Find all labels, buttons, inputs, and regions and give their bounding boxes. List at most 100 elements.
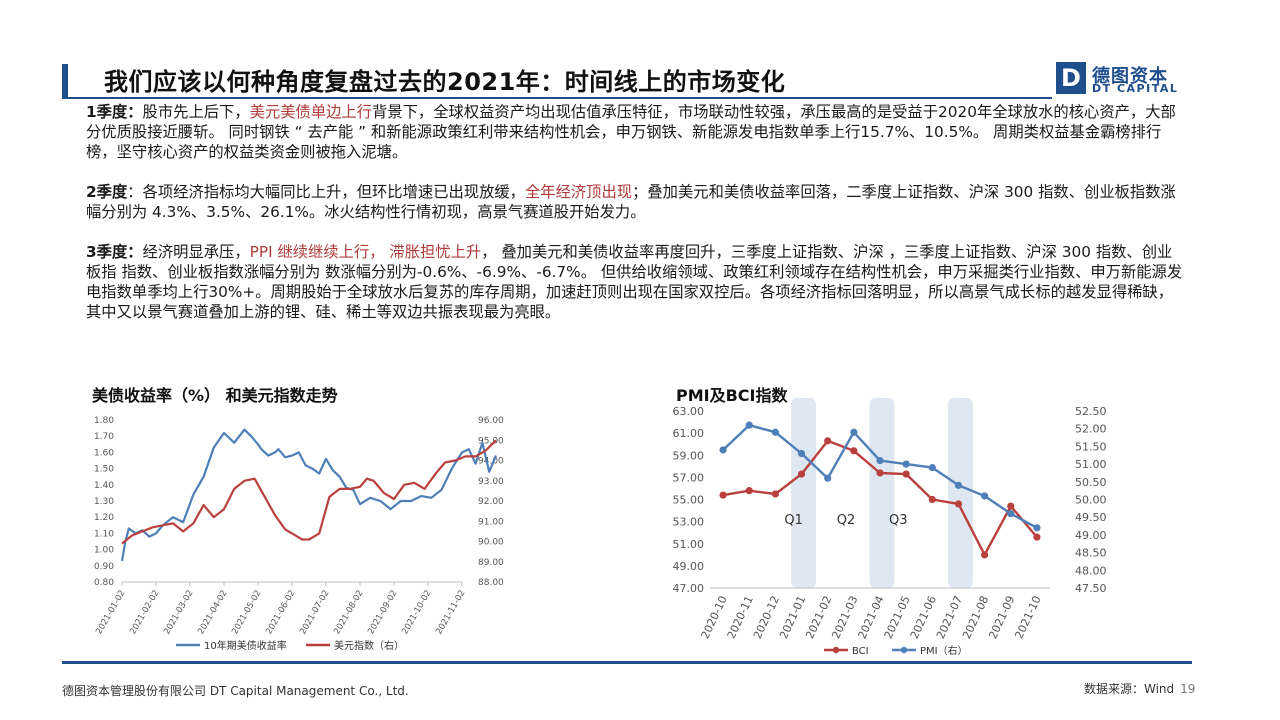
- x-tick-label: 2021-08-02: [332, 589, 365, 637]
- y-right-tick-label: 90.00: [478, 538, 504, 548]
- y-right-tick-label: 52.00: [1075, 423, 1107, 436]
- x-tick-label: 2021-02-02: [128, 589, 161, 637]
- text-segment: 经济明显承压，: [142, 243, 250, 261]
- chart-yield-dollar: 0.80 0.90 1.00 1.10 1.20 1.30 1.40 1.50 1.60 1.70…: [94, 416, 504, 652]
- y-left-tick-label: 57.00: [673, 471, 705, 484]
- logo-mark-icon: D: [1056, 62, 1086, 94]
- y-left-tick-label: 1.30: [94, 497, 114, 507]
- highlight-segment: PPI 继续继续上行， 滞胀担忧上升: [249, 243, 482, 261]
- pmi-point: [1007, 510, 1015, 518]
- y-right-tick-label: 96.00: [478, 416, 504, 426]
- pmi-point: [954, 481, 963, 489]
- text-segment: 背景下，全球权益资产均出现估值承压特征，市场联动性较强，承压最高的是受益于202…: [86, 103, 1176, 161]
- body-text: 1季度：股市先上后下，美元美债单边上行背景下，全球权益资产均出现估值承压特征，市…: [86, 102, 1186, 342]
- pmi-point: [876, 456, 884, 465]
- y-right-tick-label: 50.00: [1075, 494, 1107, 507]
- text-segment: ， 叠加美元和美债收益率再度回升，三季度上证指数、沪深 ，三季度上证指数、沪深 …: [86, 243, 1183, 321]
- paragraph-label: 3季度：: [86, 243, 143, 261]
- y-left-tick-label: 1.00: [94, 546, 114, 556]
- quarter-band: [948, 398, 973, 588]
- page-number: 19: [1180, 682, 1196, 696]
- y-left-tick-label: 1.20: [94, 513, 114, 523]
- x-tick-label: 2021-03-02: [162, 589, 195, 637]
- title-accent-bar: [62, 64, 68, 98]
- y-right-tick-label: 93.00: [478, 477, 504, 487]
- quarter-band-label: Q3: [889, 513, 908, 528]
- quarter-band-label: Q2: [837, 513, 856, 528]
- text-segment: ；叠加美元和美债收益率回落，二季度上证指数、沪深 300 指数、创业板指数涨幅分…: [86, 183, 1176, 221]
- y-left-tick-label: 0.90: [94, 562, 114, 572]
- company-logo: D 德图资本 DT CAPITAL: [1056, 62, 1186, 96]
- y-right-tick-label: 89.00: [478, 558, 504, 568]
- pmi-point: [902, 460, 910, 468]
- legend-label: PMI（右）: [920, 644, 968, 657]
- logo-chinese-name: 德图资本: [1092, 66, 1168, 87]
- x-tick-label: 2021-10-02: [400, 589, 433, 637]
- bci-point: [719, 491, 727, 499]
- y-right-tick-label: 48.00: [1075, 564, 1107, 577]
- highlight-segment: 美元美债单边上行: [249, 103, 373, 121]
- y-left-tick-label: 1.40: [94, 481, 114, 491]
- x-tick-label: 2021-01-02: [94, 589, 127, 637]
- page-title: 我们应该以何种角度复盘过去的2021年：时间线上的市场变化: [104, 68, 786, 96]
- x-tick-label: 2021-06-02: [264, 589, 297, 637]
- y-left-tick-label: 1.70: [94, 432, 114, 442]
- bci-point: [850, 447, 858, 455]
- pmi-point: [1033, 524, 1041, 532]
- bci-point: [797, 470, 806, 478]
- paragraph-label: 1季度：: [86, 103, 143, 121]
- bci-point: [1033, 533, 1041, 541]
- bci-point: [981, 551, 989, 559]
- source-label: 数据来源：Wind: [1084, 682, 1175, 696]
- series-line-treasury-yield: [120, 428, 498, 562]
- x-tick-label: 2021-07-02: [298, 589, 331, 637]
- pmi-point: [850, 428, 858, 436]
- y-left-tick-label: 47.00: [673, 582, 705, 595]
- text-segment: ：各项经济指标均大幅同比上升，但环比增速已出现放缓，: [127, 183, 525, 201]
- legend-label: 10年期美债收益率: [204, 639, 287, 652]
- bci-point: [1007, 502, 1015, 510]
- y-left-tick-label: 51.00: [673, 538, 705, 551]
- y-right-tick-label: 88.00: [478, 578, 504, 588]
- x-tick-label: 2021-11-02: [434, 589, 467, 637]
- footer-source: 数据来源：Wind 19: [1084, 680, 1195, 697]
- text-segment: 股市先上后下，: [142, 103, 250, 121]
- bci-point: [928, 495, 936, 504]
- y-left-tick-label: 61.00: [673, 427, 705, 440]
- legend-marker: [900, 646, 908, 654]
- pmi-point: [797, 449, 806, 458]
- y-right-tick-label: 48.50: [1075, 547, 1107, 560]
- chart-pmi-bci: 47.00 49.00 51.00 53.00 55.00 57.00 59.00 61.00…: [673, 398, 1107, 657]
- y-left-tick-label: 1.50: [94, 465, 114, 475]
- paragraph-q1: 1季度：股市先上后下，美元美债单边上行背景下，全球权益资产均出现估值承压特征，市…: [86, 102, 1186, 162]
- legend-marker: [832, 646, 840, 654]
- y-left-tick-label: 1.10: [94, 529, 114, 539]
- y-left-tick-label: 55.00: [673, 494, 705, 507]
- bci-point: [745, 487, 753, 495]
- pmi-point: [981, 492, 989, 500]
- pmi-point: [771, 428, 779, 436]
- pmi-point: [928, 464, 936, 472]
- y-right-tick-label: 50.50: [1075, 476, 1107, 489]
- quarter-band: [791, 398, 816, 588]
- x-tick-label: 2021-05-02: [230, 589, 263, 637]
- pmi-point: [824, 474, 832, 482]
- footer-company: 德图资本管理股份有限公司 DT Capital Management Co., …: [62, 684, 409, 698]
- quarter-band-label: Q1: [784, 513, 803, 528]
- bci-point: [876, 469, 884, 477]
- y-right-tick-label: 47.50: [1075, 582, 1107, 595]
- y-left-tick-label: 53.00: [673, 516, 705, 529]
- x-tick-label: 2021-04-02: [196, 589, 229, 637]
- x-tick-label: 2021-10: [1012, 594, 1043, 641]
- y-right-tick-label: 95.00: [478, 436, 504, 446]
- pmi-point: [745, 421, 753, 429]
- y-right-tick-label: 49.00: [1075, 529, 1107, 542]
- bci-point: [954, 500, 963, 508]
- y-left-tick-label: 1.60: [94, 448, 114, 458]
- logo-english-name: DT CAPITAL: [1092, 82, 1179, 95]
- series-line-dollar-index: [121, 439, 497, 545]
- highlight-segment: 全年经济顶出现: [524, 183, 633, 201]
- y-right-tick-label: 51.00: [1075, 458, 1107, 471]
- y-right-tick-label: 49.50: [1075, 511, 1107, 524]
- legend-label: 美元指数（右）: [334, 639, 404, 652]
